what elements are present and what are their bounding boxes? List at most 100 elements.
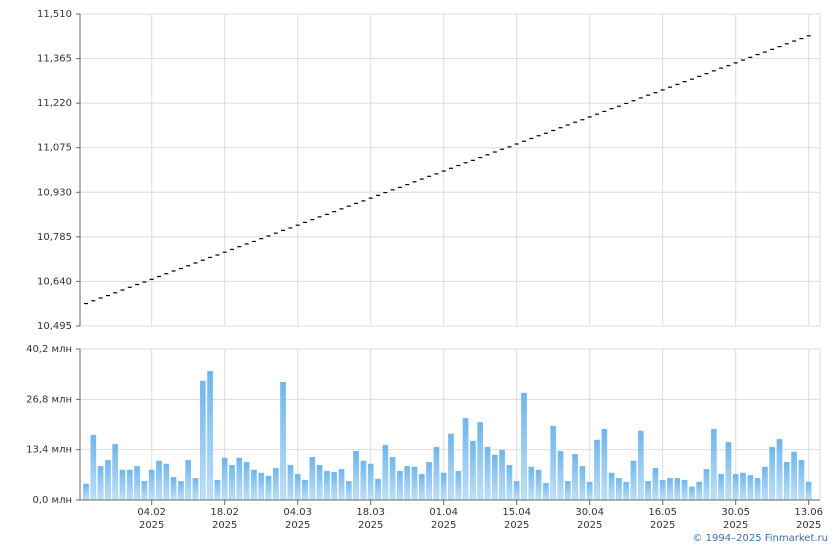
x-tick-label: 01.04 2025 bbox=[429, 507, 458, 531]
volume-bar bbox=[112, 443, 119, 501]
volume-bar bbox=[294, 473, 301, 501]
volume-bar bbox=[309, 457, 316, 501]
volume-bar bbox=[506, 464, 513, 501]
volume-bar bbox=[762, 466, 768, 501]
volume-bar bbox=[608, 472, 615, 501]
y-tick-label: 10,785 bbox=[37, 232, 72, 243]
volume-bar bbox=[243, 461, 250, 501]
x-tick-label: 04.03 2025 bbox=[283, 507, 312, 531]
volume-bar bbox=[265, 475, 272, 501]
volume-bar bbox=[134, 466, 140, 501]
volume-bar bbox=[572, 454, 578, 501]
volume-bar bbox=[272, 467, 279, 501]
volume-bar bbox=[455, 470, 462, 501]
volume-bar bbox=[550, 425, 557, 501]
x-tick-label: 18.02 2025 bbox=[210, 507, 239, 531]
y-tick-label: 11,510 bbox=[37, 9, 72, 20]
volume-bar bbox=[141, 481, 148, 501]
volume-bar bbox=[689, 486, 695, 501]
volume-bar bbox=[418, 473, 425, 501]
y-tick-label: 13,4 млн bbox=[26, 445, 72, 456]
volume-bar bbox=[462, 417, 469, 501]
volume-bar bbox=[214, 479, 221, 501]
x-tick-label: 16.05 2025 bbox=[648, 507, 677, 531]
volume-bar bbox=[411, 466, 418, 501]
volume-bar bbox=[156, 460, 162, 501]
volume-bar bbox=[97, 466, 104, 501]
volume-bar bbox=[776, 438, 783, 501]
volume-bar bbox=[667, 478, 673, 501]
volume-bar bbox=[696, 481, 703, 501]
y-tick-label: 26,8 млн bbox=[26, 394, 72, 405]
volume-bar bbox=[83, 483, 89, 501]
volume-bar bbox=[185, 460, 192, 501]
volume-bar bbox=[353, 451, 359, 501]
volume-bar bbox=[732, 473, 739, 501]
volume-bar bbox=[440, 472, 447, 501]
volume-bar bbox=[718, 473, 724, 501]
volume-bar bbox=[338, 469, 345, 501]
volume-bar bbox=[280, 381, 286, 501]
volume-bar bbox=[397, 470, 403, 501]
volume-bar bbox=[221, 457, 228, 501]
volume-bar bbox=[623, 481, 630, 501]
volume-bar bbox=[433, 446, 440, 501]
x-tick-label: 15.04 2025 bbox=[502, 507, 531, 531]
volume-bar bbox=[251, 469, 257, 501]
volume-bar bbox=[725, 442, 732, 501]
volume-bar bbox=[404, 466, 411, 501]
volume-bar bbox=[90, 434, 97, 501]
y-tick-label: 10,495 bbox=[37, 321, 72, 332]
volume-bar bbox=[389, 457, 396, 501]
volume-bar bbox=[324, 470, 330, 501]
x-tick-label: 04.02 2025 bbox=[137, 507, 166, 531]
volume-bar bbox=[710, 428, 717, 501]
volume-bar bbox=[637, 430, 644, 501]
volume-bar bbox=[491, 454, 498, 501]
volume-bar bbox=[659, 479, 666, 501]
copyright: © 1994–2025 Finmarket.ru bbox=[692, 533, 828, 544]
volume-bar bbox=[367, 463, 374, 501]
volume-bar bbox=[528, 466, 535, 501]
volume-bar bbox=[207, 371, 213, 501]
volume-bar bbox=[382, 445, 389, 501]
volume-bar bbox=[229, 464, 235, 501]
volume-bar bbox=[375, 478, 381, 501]
volume-bar bbox=[594, 439, 600, 501]
x-tick-label: 30.04 2025 bbox=[575, 507, 604, 531]
volume-bar bbox=[302, 479, 308, 501]
volume-bar bbox=[681, 479, 688, 501]
volume-bar bbox=[316, 464, 323, 501]
volume-bar bbox=[360, 460, 367, 501]
y-tick-label: 10,640 bbox=[37, 276, 72, 287]
y-tick-label: 11,220 bbox=[37, 98, 72, 109]
volume-bar bbox=[499, 449, 505, 501]
volume-bar bbox=[163, 463, 170, 501]
volume-bar bbox=[484, 446, 491, 501]
y-tick-label: 11,075 bbox=[37, 143, 72, 154]
volume-bar bbox=[535, 469, 542, 501]
volume-bar bbox=[586, 481, 593, 501]
volume-bar bbox=[178, 481, 184, 501]
y-tick-label: 11,365 bbox=[37, 54, 72, 65]
volume-bar bbox=[258, 472, 265, 501]
volume-bar bbox=[192, 478, 199, 501]
volume-bar bbox=[798, 460, 805, 501]
volume-bar bbox=[426, 461, 432, 501]
volume-bar bbox=[521, 392, 527, 501]
y-tick-label: 0,0 млн bbox=[32, 495, 72, 506]
volume-bar bbox=[805, 481, 812, 501]
volume-bar bbox=[448, 433, 454, 501]
x-tick-label: 18.03 2025 bbox=[356, 507, 385, 531]
volume-bar bbox=[126, 469, 133, 501]
volume-bar bbox=[119, 469, 126, 501]
volume-bar bbox=[754, 478, 761, 501]
volume-bar bbox=[747, 475, 754, 501]
volume-bar bbox=[783, 461, 790, 501]
volume-bar bbox=[331, 472, 338, 501]
volume-bar bbox=[630, 460, 637, 501]
x-tick-label: 13.06 2025 bbox=[794, 507, 823, 531]
volume-bar bbox=[601, 428, 608, 501]
